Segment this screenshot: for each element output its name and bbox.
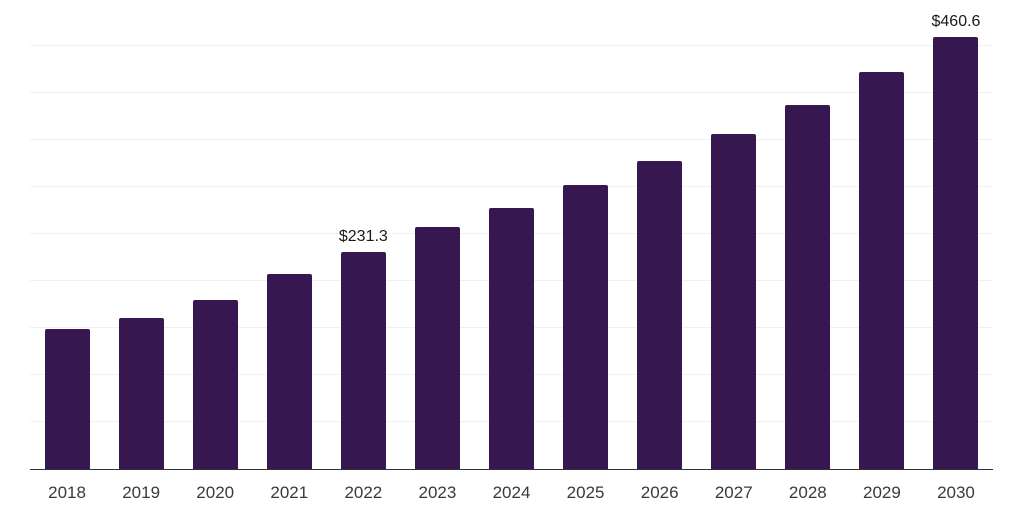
bar-slot-2018 (30, 0, 104, 469)
x-tick-2018: 2018 (48, 483, 86, 502)
x-tick-2020: 2020 (196, 483, 235, 502)
gridline-350 (30, 139, 993, 141)
bar-slot-2019 (104, 0, 178, 469)
bar-slot-2024 (474, 0, 548, 469)
value-label-2030: $460.6 (931, 12, 981, 30)
x-tick-2024: 2024 (492, 483, 531, 502)
x-tick-2030: 2030 (937, 483, 975, 502)
x-tick-2022: 2022 (344, 483, 383, 502)
x-tick-2019: 2019 (122, 483, 161, 502)
bar-2029 (859, 71, 905, 469)
x-tick-2028: 2028 (788, 483, 827, 502)
bar-2020 (192, 300, 238, 469)
bar-slot-2026 (623, 0, 697, 469)
bar-slot-2025 (549, 0, 623, 469)
x-tick-2029: 2029 (862, 483, 901, 502)
bar-2025 (563, 184, 609, 469)
bar-2026 (637, 160, 683, 469)
x-tick-2021: 2021 (270, 483, 309, 502)
gridline-400 (30, 92, 993, 94)
x-tick-2027: 2027 (714, 483, 753, 502)
x-tick-2026: 2026 (640, 483, 679, 502)
bar-slot-2023 (400, 0, 474, 469)
bar-slot-2029 (845, 0, 919, 469)
bar-2030 (933, 36, 979, 469)
bar-slot-2030: $460.6 (919, 0, 993, 469)
bar-2018 (44, 329, 90, 469)
bar-2023 (414, 227, 460, 469)
bar-2019 (118, 318, 164, 469)
gridline-450 (30, 45, 993, 47)
bars: $231.3 $460.6 (30, 0, 993, 469)
bar-2027 (711, 133, 757, 469)
bar-2022 (340, 251, 386, 469)
bar-slot-2027 (697, 0, 771, 469)
bar-2024 (489, 207, 534, 469)
bar-slot-2020 (178, 0, 252, 469)
x-tick-2023: 2023 (418, 483, 457, 502)
x-axis-labels: 2018 2019 2020 2021 2022 2023 2024 2025 2026 2027… (30, 483, 993, 503)
bar-slot-2021 (252, 0, 326, 469)
bar-slot-2028 (771, 0, 845, 469)
bar-2021 (266, 274, 312, 469)
gridline-300 (30, 186, 993, 188)
value-label-2022: $231.3 (338, 227, 388, 245)
bar-2028 (785, 105, 831, 469)
bar-slot-2022: $231.3 (326, 0, 400, 469)
x-tick-2025: 2025 (566, 483, 605, 502)
plot-area: $231.3 $460.6 (30, 0, 993, 470)
